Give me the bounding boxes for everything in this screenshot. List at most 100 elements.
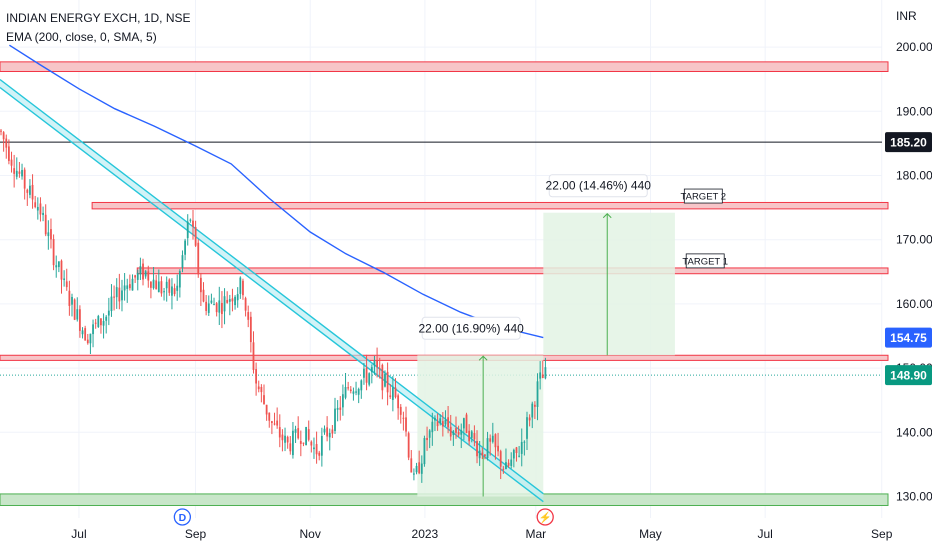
price-axis[interactable]: INR 130.00140.00150.00160.00170.00180.00… bbox=[885, 9, 932, 504]
horizontal-line-group bbox=[0, 141, 882, 376]
candle-body bbox=[79, 309, 81, 331]
target-label-text: TARGET 1 bbox=[682, 256, 728, 267]
y-tick-label: 190.00 bbox=[896, 104, 932, 118]
candle-body bbox=[168, 279, 171, 293]
candle-body bbox=[71, 296, 73, 305]
target-label-text: TARGET 2 bbox=[681, 192, 727, 203]
time-axis[interactable]: Jul Sep Nov 2023 Mar May Jul Sep bbox=[71, 527, 892, 541]
candle-body bbox=[328, 432, 331, 438]
candle-body bbox=[218, 300, 221, 313]
symbol-title[interactable]: INDIAN ENERGY EXCH, 1D, NSE bbox=[6, 11, 191, 25]
candle-body bbox=[94, 322, 97, 324]
dividend-marker[interactable] bbox=[173, 508, 192, 526]
candle-body bbox=[18, 171, 21, 174]
projections bbox=[417, 212, 675, 497]
candle-body bbox=[344, 386, 347, 398]
candle-body bbox=[284, 435, 286, 443]
candle-body bbox=[494, 434, 497, 448]
candle-body bbox=[176, 285, 179, 291]
candle-body bbox=[352, 391, 355, 394]
candle-body bbox=[286, 436, 289, 443]
candle-body bbox=[444, 420, 447, 425]
candle-body bbox=[526, 417, 528, 439]
candle-body bbox=[199, 277, 202, 293]
candle-body bbox=[7, 146, 10, 161]
candle-body bbox=[249, 316, 252, 343]
candle-body bbox=[449, 426, 452, 437]
candle-body bbox=[26, 189, 29, 193]
candle-body bbox=[268, 412, 271, 421]
dividend-marker-label: D bbox=[179, 512, 187, 524]
candle-body bbox=[160, 281, 163, 294]
candle-body bbox=[50, 229, 52, 240]
candle-body bbox=[405, 417, 407, 432]
candle-body bbox=[505, 462, 507, 470]
candle-body bbox=[415, 465, 418, 473]
candle-body bbox=[10, 159, 13, 166]
candle-body bbox=[302, 442, 305, 444]
candle-body bbox=[228, 299, 231, 302]
candle-body bbox=[307, 429, 310, 440]
candle-body bbox=[439, 418, 442, 424]
candle-body bbox=[173, 288, 176, 295]
candle-body bbox=[441, 421, 444, 427]
candle-body bbox=[73, 299, 76, 320]
candle-body bbox=[84, 328, 87, 341]
candle-body bbox=[181, 255, 184, 268]
candle-body bbox=[189, 219, 192, 221]
candle-body bbox=[418, 462, 421, 474]
candle-body bbox=[389, 395, 392, 398]
candle-body bbox=[342, 394, 344, 408]
candle-body bbox=[65, 281, 68, 288]
candle-body bbox=[481, 452, 484, 456]
candle-body bbox=[468, 430, 471, 442]
candle-body bbox=[460, 430, 463, 435]
candle-body bbox=[152, 279, 155, 289]
candle-body bbox=[202, 289, 205, 302]
x-tick-label: Sep bbox=[185, 527, 207, 541]
candle-body bbox=[491, 435, 494, 442]
candle-body bbox=[13, 168, 16, 174]
candle-body bbox=[126, 285, 129, 289]
candle-body bbox=[507, 462, 510, 466]
candle-body bbox=[370, 367, 373, 373]
x-tick-label: Jul bbox=[757, 527, 772, 541]
indicator-legend[interactable]: EMA (200, close, 0, SMA, 5) bbox=[6, 30, 157, 44]
candle-body bbox=[113, 296, 115, 298]
candle-body bbox=[215, 303, 218, 313]
earnings-marker[interactable] bbox=[536, 508, 554, 526]
candle-body bbox=[121, 290, 123, 301]
candle-body bbox=[107, 310, 110, 316]
price-badge bbox=[885, 132, 932, 153]
y-tick-label: 130.00 bbox=[896, 490, 932, 504]
candle-body bbox=[157, 281, 160, 293]
candle-body bbox=[5, 138, 8, 148]
candle-body bbox=[510, 459, 513, 466]
candle-body bbox=[420, 463, 423, 474]
price-badge bbox=[885, 327, 932, 348]
candle-body bbox=[128, 284, 131, 289]
candle-body bbox=[257, 386, 260, 390]
candle-body bbox=[402, 417, 405, 419]
ema-line bbox=[9, 44, 544, 339]
candle-body bbox=[55, 265, 58, 268]
candle-body bbox=[260, 386, 263, 393]
candle-body bbox=[357, 389, 360, 395]
candle-body bbox=[365, 367, 368, 383]
candle-body bbox=[165, 281, 168, 289]
candle-body bbox=[100, 318, 102, 326]
candle-body bbox=[270, 421, 273, 423]
candle-body bbox=[323, 428, 326, 433]
candle-body bbox=[315, 444, 318, 455]
candle-body bbox=[428, 430, 431, 438]
candle-body bbox=[452, 431, 455, 435]
candle-body bbox=[355, 391, 357, 393]
candle-body bbox=[434, 417, 436, 421]
candle-body bbox=[102, 321, 105, 326]
candle-body bbox=[57, 261, 60, 268]
candle-body bbox=[305, 427, 307, 446]
candle-body bbox=[413, 473, 415, 475]
candle-body bbox=[462, 418, 465, 429]
candle-body bbox=[89, 333, 92, 344]
